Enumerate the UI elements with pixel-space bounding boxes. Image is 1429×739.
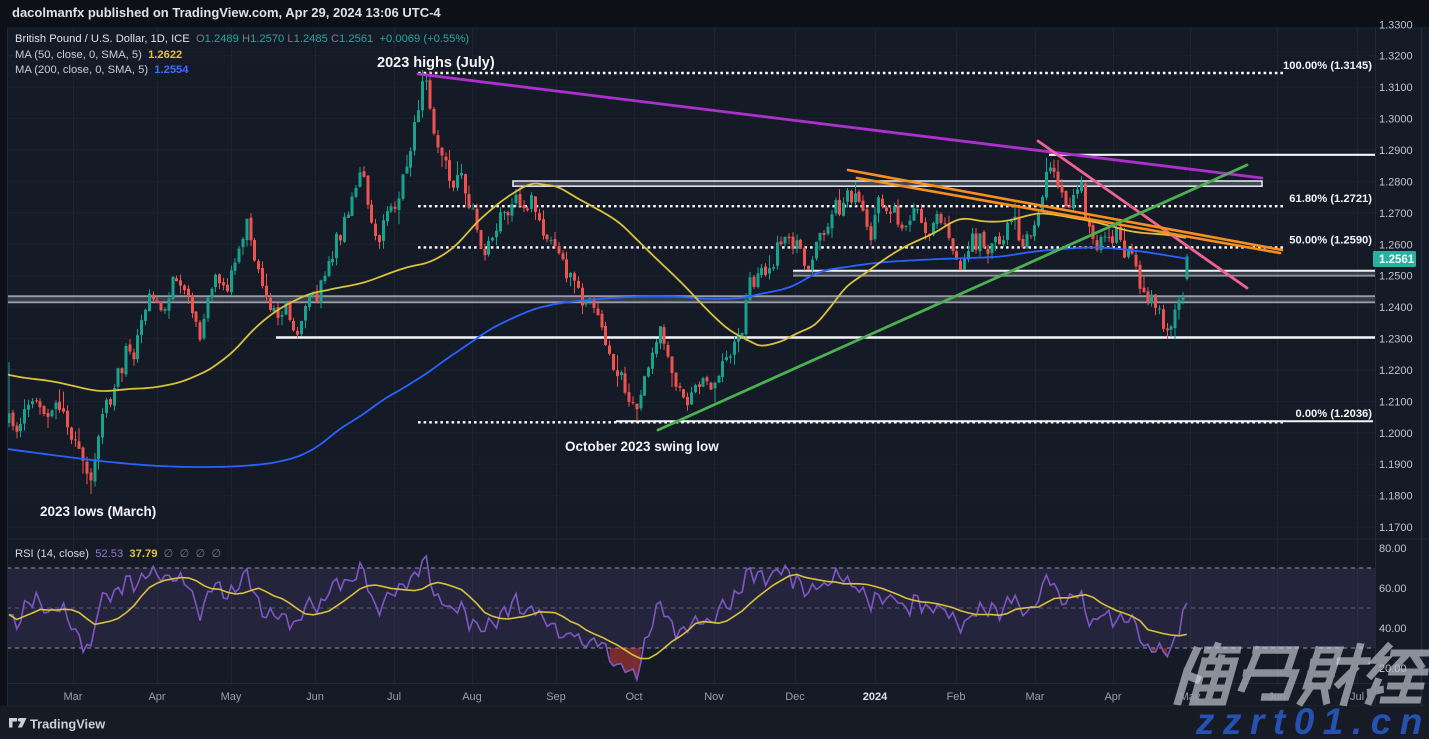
svg-text:40.00: 40.00 [1379, 623, 1407, 635]
svg-text:Mar: Mar [1026, 691, 1045, 703]
svg-text:60.00: 60.00 [1379, 583, 1407, 595]
svg-text:1.2100: 1.2100 [1379, 396, 1413, 408]
svg-text:2024: 2024 [863, 691, 888, 703]
svg-text:100.00% (1.3145): 100.00% (1.3145) [1283, 60, 1372, 72]
svg-text:50.00% (1.2590): 50.00% (1.2590) [1289, 235, 1372, 247]
svg-text:TradingView: TradingView [30, 717, 105, 732]
svg-text:1.2200: 1.2200 [1379, 365, 1413, 377]
svg-text:1.2400: 1.2400 [1379, 302, 1413, 314]
svg-text:Jul: Jul [387, 691, 401, 703]
svg-text:Apr: Apr [1104, 691, 1121, 703]
svg-text:1.2000: 1.2000 [1379, 428, 1413, 440]
svg-text:Mar: Mar [64, 691, 83, 703]
svg-text:British Pound / U.S. Dollar, 1: British Pound / U.S. Dollar, 1D, ICE O1.… [15, 33, 469, 45]
svg-text:Apr: Apr [148, 691, 165, 703]
svg-text:0.00% (1.2036): 0.00% (1.2036) [1296, 408, 1373, 420]
svg-text:1.3200: 1.3200 [1379, 51, 1413, 63]
svg-text:2023 lows (March): 2023 lows (March) [40, 504, 156, 519]
svg-text:Oct: Oct [625, 691, 642, 703]
svg-text:May: May [221, 691, 242, 703]
svg-text:1.2700: 1.2700 [1379, 208, 1413, 220]
svg-text:1.2500: 1.2500 [1379, 271, 1413, 283]
svg-text:zzrt01.cn: zzrt01.cn [1195, 701, 1429, 739]
svg-text:Nov: Nov [704, 691, 724, 703]
svg-text:20.00: 20.00 [1379, 663, 1407, 675]
svg-text:RSI (14, close) 52.53 37.79: RSI (14, close) 52.53 37.79 ∅ ∅ ∅ ∅ [15, 548, 221, 560]
svg-text:1.2600: 1.2600 [1379, 239, 1413, 251]
svg-text:Dec: Dec [785, 691, 805, 703]
svg-text:MA (200, close, 0, SMA, 5) 1.: MA (200, close, 0, SMA, 5) 1.2554 [15, 64, 189, 76]
svg-text:Jul: Jul [1350, 691, 1364, 703]
svg-text:Aug: Aug [462, 691, 482, 703]
svg-text:Sep: Sep [546, 691, 566, 703]
svg-text:MA (50, close, 0, SMA, 5) 1.2: MA (50, close, 0, SMA, 5) 1.2622 [15, 49, 182, 61]
svg-text:1.3300: 1.3300 [1379, 19, 1413, 31]
svg-text:1.1800: 1.1800 [1379, 491, 1413, 503]
svg-text:1.1900: 1.1900 [1379, 459, 1413, 471]
svg-text:1.3100: 1.3100 [1379, 82, 1413, 94]
svg-text:May: May [1180, 691, 1201, 703]
svg-text:1.2900: 1.2900 [1379, 145, 1413, 157]
svg-text:1.2300: 1.2300 [1379, 334, 1413, 346]
svg-text:Jun: Jun [306, 691, 324, 703]
svg-text:dacolmanfx published on Tradin: dacolmanfx published on TradingView.com,… [12, 5, 441, 20]
svg-text:Jun: Jun [1268, 691, 1286, 703]
svg-text:October 2023 swing low: October 2023 swing low [565, 439, 719, 454]
svg-text:1.3000: 1.3000 [1379, 114, 1413, 126]
svg-text:1.1700: 1.1700 [1379, 522, 1413, 534]
svg-text:1.2561: 1.2561 [1379, 254, 1415, 266]
svg-text:Feb: Feb [947, 691, 966, 703]
svg-text:61.80% (1.2721): 61.80% (1.2721) [1289, 193, 1372, 205]
svg-text:2023 highs (July): 2023 highs (July) [377, 55, 495, 71]
svg-text:1.2800: 1.2800 [1379, 176, 1413, 188]
svg-text:80.00: 80.00 [1379, 543, 1407, 555]
